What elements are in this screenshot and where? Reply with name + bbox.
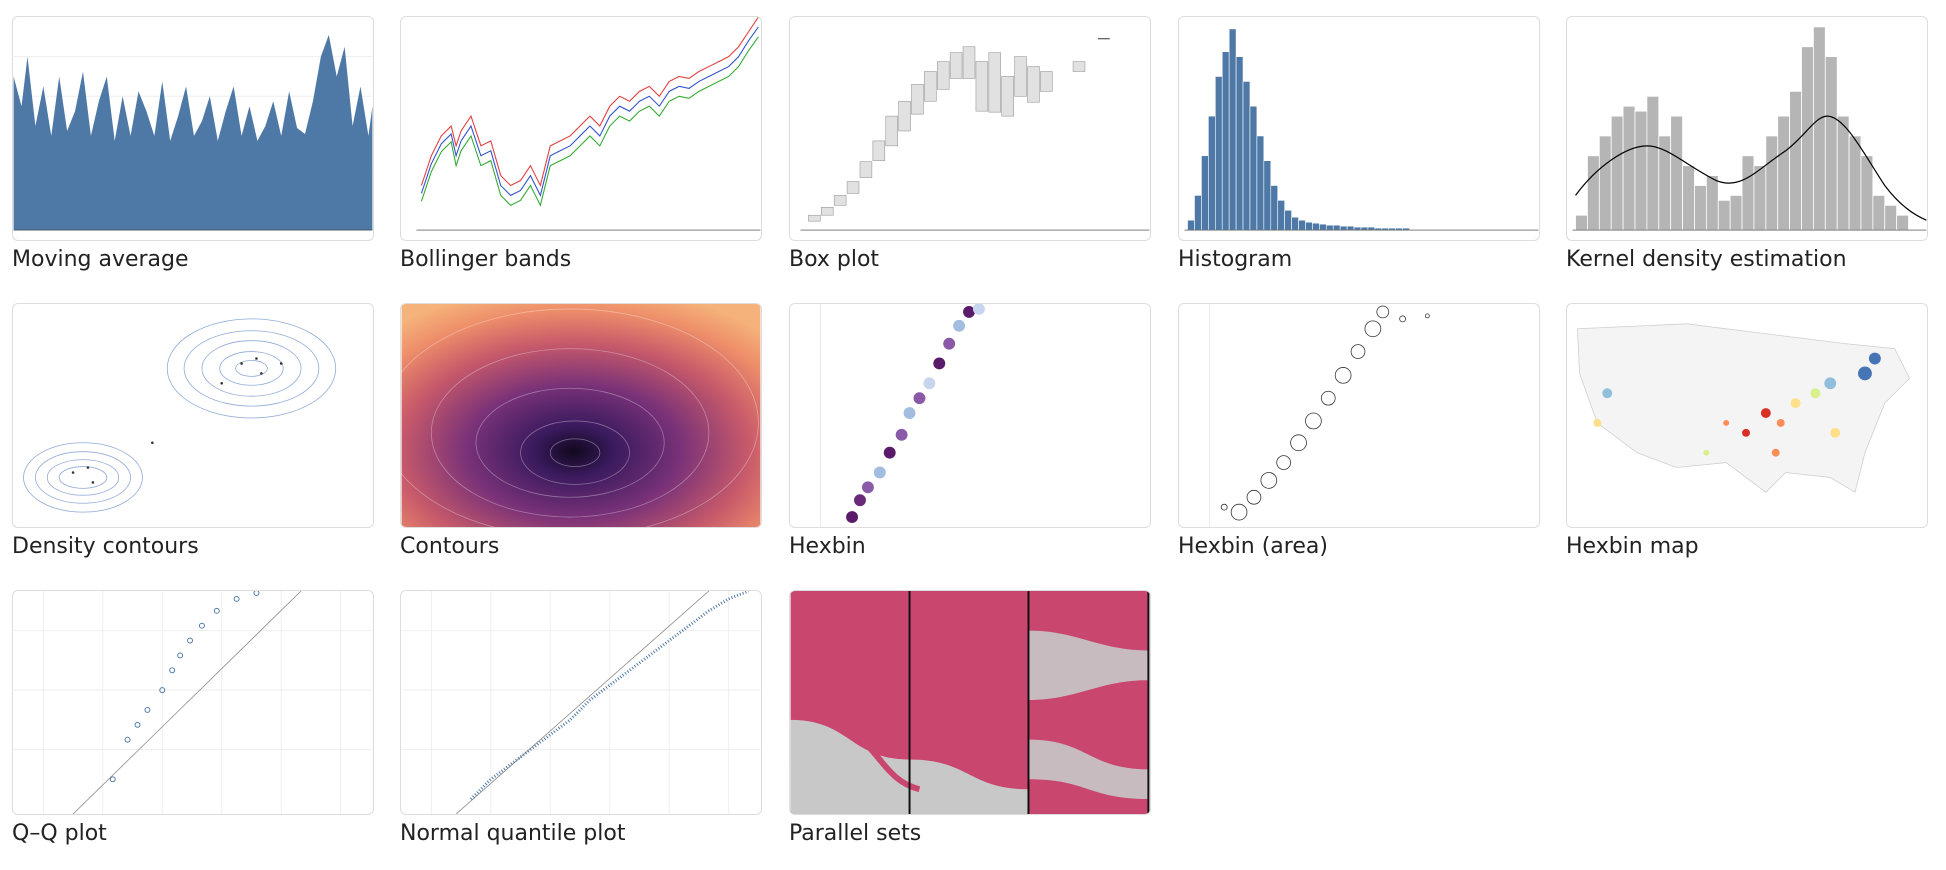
gallery-card-hexbin-map[interactable]: Hexbin map — [1566, 303, 1928, 561]
gallery-card-bollinger-bands[interactable]: Bollinger bands — [400, 16, 762, 274]
card-title[interactable]: Hexbin map — [1566, 534, 1699, 559]
card-title[interactable]: Hexbin (area) — [1178, 534, 1328, 559]
gallery-card-density-contours[interactable]: Density contours — [12, 303, 374, 561]
card-title[interactable]: Box plot — [789, 247, 880, 272]
gallery-card-kernel-density-estimation[interactable]: Kernel density estimation — [1566, 16, 1928, 274]
histogram-chart — [1184, 28, 1539, 231]
kernel-density-estimation-chart — [1572, 26, 1927, 231]
kernel-density-estimation-thumbnail[interactable] — [1566, 16, 1928, 241]
card-title[interactable]: Contours — [400, 534, 500, 559]
hexbin-thumbnail[interactable] — [789, 303, 1151, 528]
card-title[interactable]: Moving average — [12, 247, 189, 272]
card-title[interactable]: Histogram — [1178, 247, 1293, 272]
parallel-sets-thumbnail[interactable] — [789, 590, 1151, 815]
card-title[interactable]: Bollinger bands — [400, 247, 572, 272]
moving-average-thumbnail[interactable] — [12, 16, 374, 241]
gallery-card-contours[interactable]: Contours — [400, 303, 762, 561]
bollinger-bands-thumbnail[interactable] — [400, 16, 762, 241]
box-plot-thumbnail[interactable] — [789, 16, 1151, 241]
histogram-thumbnail[interactable] — [1178, 16, 1540, 241]
hexbin-map-thumbnail[interactable] — [1566, 303, 1928, 528]
parallel-sets-chart — [790, 591, 1150, 814]
hexbin-area-thumbnail[interactable] — [1178, 303, 1540, 528]
card-title[interactable]: Hexbin — [789, 534, 866, 559]
hexbin-chart — [820, 304, 985, 527]
moving-average-chart — [13, 34, 373, 231]
gallery-card-qq-plot[interactable]: Q–Q plot — [12, 590, 374, 848]
gallery-card-box-plot[interactable]: Box plot — [789, 16, 1151, 274]
normal-quantile-plot-thumbnail[interactable] — [400, 590, 762, 815]
gallery-card-histogram[interactable]: Histogram — [1178, 16, 1540, 274]
qq-plot-thumbnail[interactable] — [12, 590, 374, 815]
gallery-card-hexbin-area[interactable]: Hexbin (area) — [1178, 303, 1540, 561]
card-title[interactable]: Density contours — [12, 534, 199, 559]
card-title[interactable]: Parallel sets — [789, 821, 922, 846]
gallery-card-hexbin[interactable]: Hexbin — [789, 303, 1151, 561]
normal-quantile-plot-chart — [401, 591, 761, 814]
gallery-card-normal-quantile-plot[interactable]: Normal quantile plot — [400, 590, 762, 848]
density-contours-thumbnail[interactable] — [12, 303, 374, 528]
hexbin-map-chart — [1577, 323, 1911, 493]
gallery-card-parallel-sets[interactable]: Parallel sets — [789, 590, 1151, 848]
hexbin-area-chart — [1209, 304, 1430, 527]
card-title[interactable]: Kernel density estimation — [1566, 247, 1847, 272]
bollinger-bands-chart — [416, 17, 761, 231]
contours-thumbnail[interactable] — [400, 303, 762, 528]
density-contours-chart — [23, 318, 337, 513]
qq-plot-chart — [13, 591, 373, 814]
card-title[interactable]: Normal quantile plot — [400, 821, 626, 846]
contours-chart — [401, 304, 761, 527]
card-title[interactable]: Q–Q plot — [12, 821, 107, 846]
box-plot-chart — [800, 38, 1150, 231]
gallery-card-moving-average[interactable]: Moving average — [12, 16, 374, 274]
